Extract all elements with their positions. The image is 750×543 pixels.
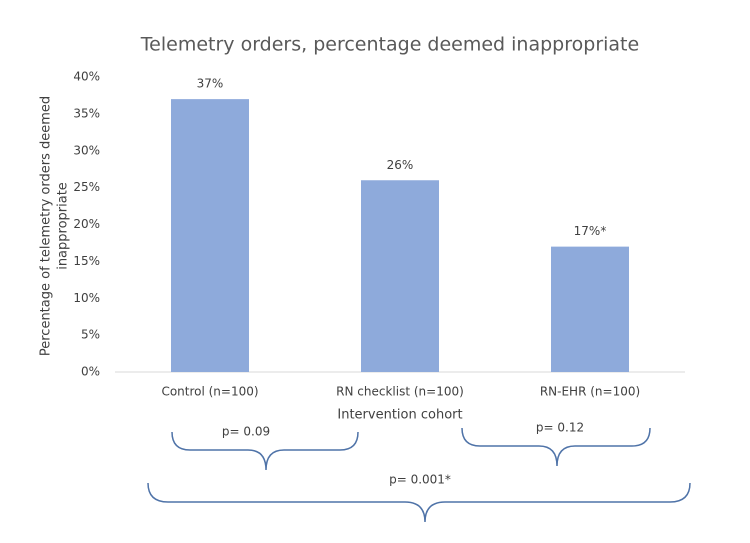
bracket (147, 482, 691, 523)
value-label: 17%* (574, 224, 607, 238)
y-axis-label: inappropriate (56, 182, 71, 270)
bracket (171, 431, 359, 471)
y-tick-label: 10% (73, 291, 100, 305)
bar (171, 99, 249, 372)
annotation: p= 0.001* (389, 473, 451, 487)
y-tick-label: 5% (81, 328, 100, 342)
y-tick-label: 25% (73, 180, 100, 194)
x-axis-label: Intervention cohort (337, 408, 462, 423)
annotation: p= 0.09 (222, 425, 270, 439)
y-tick-label: 35% (73, 106, 100, 120)
y-axis-label: Percentage of telemetry orders deemed (39, 96, 54, 356)
chart-title: Telemetry orders, percentage deemed inap… (140, 34, 639, 56)
bar (361, 180, 439, 372)
annotation: p= 0.12 (536, 421, 584, 435)
bracket (461, 427, 651, 467)
x-tick-label: RN checklist (n=100) (336, 385, 464, 399)
y-tick-label: 20% (73, 217, 100, 231)
y-tick-label: 30% (73, 143, 100, 157)
value-label: 26% (387, 158, 414, 172)
value-label: 37% (197, 77, 224, 91)
y-tick-label: 40% (73, 70, 100, 84)
bar (551, 246, 629, 372)
y-tick-label: 0% (81, 365, 100, 379)
x-tick-label: Control (n=100) (161, 385, 258, 399)
y-tick-label: 15% (73, 254, 100, 268)
x-tick-label: RN-EHR (n=100) (540, 385, 640, 399)
